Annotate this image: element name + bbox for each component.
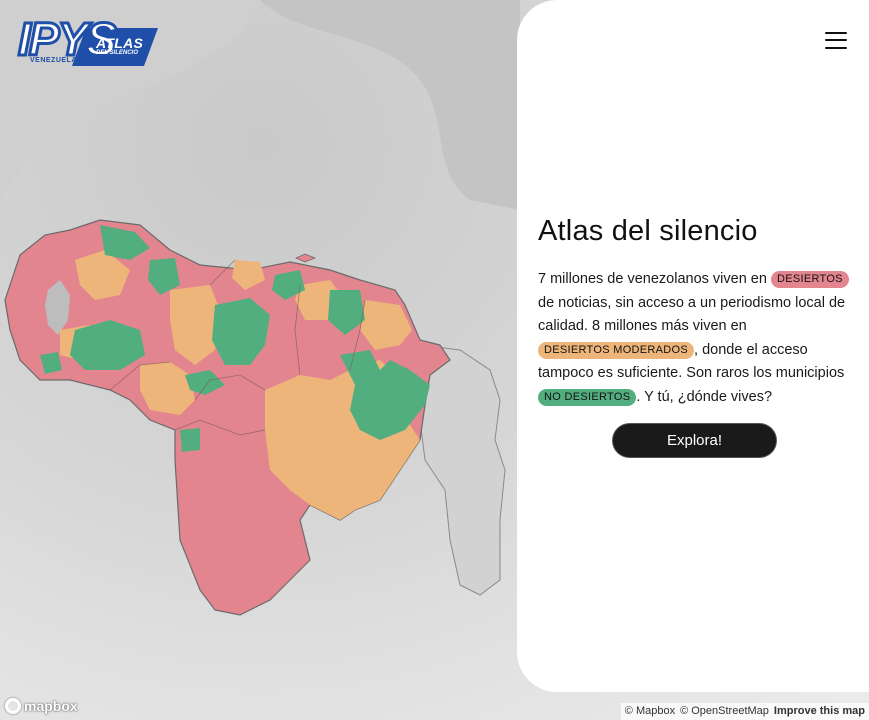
logo-mark: IPYS [17, 13, 119, 65]
desc-text: 7 millones de venezolanos viven en [538, 271, 771, 287]
mapbox-label: mapbox [24, 698, 78, 714]
tag-desiertos-moderados: DESIERTOS MODERADOS [538, 341, 695, 359]
region-no-desiertos [272, 270, 305, 300]
logo-shape-icon [72, 28, 158, 66]
region-no-desiertos [148, 258, 180, 295]
guyana-region [419, 344, 506, 596]
state-borders [109, 259, 366, 436]
region-moderados [140, 362, 195, 415]
attribution-osm-link[interactable]: © OpenStreetMap [680, 705, 769, 717]
region-no-desiertos [70, 320, 145, 370]
logo-country: VENEZUELA [30, 57, 77, 64]
sea-texture [0, 0, 260, 200]
logo-tagline: DEL SILENCIO [96, 50, 138, 56]
improve-map-link[interactable]: Improve this map [773, 705, 865, 717]
region-no-desiertos [40, 352, 62, 374]
region-moderados [360, 300, 412, 350]
info-panel: Atlas del silencio 7 millones de venezol… [517, 0, 869, 692]
logo-name: ATLAS [96, 35, 144, 51]
map-attribution: © Mapbox © OpenStreetMap Improve this ma… [620, 703, 869, 720]
page-title: Atlas del silencio [538, 215, 758, 247]
sea-texture [260, 0, 520, 210]
region-no-desiertos [340, 350, 430, 440]
region-moderados [170, 285, 220, 365]
ipys-atlas-logo[interactable]: IPYS VENEZUELA ATLAS DEL SILENCIO [16, 14, 158, 68]
desc-text: , donde el acceso tampoco es suficiente.… [538, 341, 845, 382]
region-moderados [232, 260, 265, 290]
tag-no-desiertos: NO DESIERTOS [538, 388, 637, 406]
region-no-desiertos [185, 370, 225, 395]
mapbox-logo-icon [5, 698, 21, 714]
explore-button[interactable]: Explora! [613, 424, 776, 457]
desc-text: de noticias, sin acceso a un periodismo … [538, 294, 846, 335]
tag-desiertos: DESIERTOS [770, 271, 849, 288]
region-no-desiertos [328, 290, 365, 335]
region-no-desiertos [212, 298, 270, 365]
mapbox-logo[interactable]: mapbox [5, 696, 78, 716]
description: 7 millones de venezolanos viven en DESIE… [538, 268, 850, 409]
region-no-desiertos [180, 428, 200, 452]
island [295, 253, 317, 263]
region-no-desiertos [100, 225, 150, 260]
attribution-mapbox-link[interactable]: © Mapbox [624, 705, 676, 717]
hamburger-menu-icon[interactable] [825, 31, 847, 49]
lake-maracaibo [45, 280, 70, 335]
desc-text: . Y tú, ¿dónde vives? [636, 388, 773, 405]
region-moderados [75, 250, 130, 300]
